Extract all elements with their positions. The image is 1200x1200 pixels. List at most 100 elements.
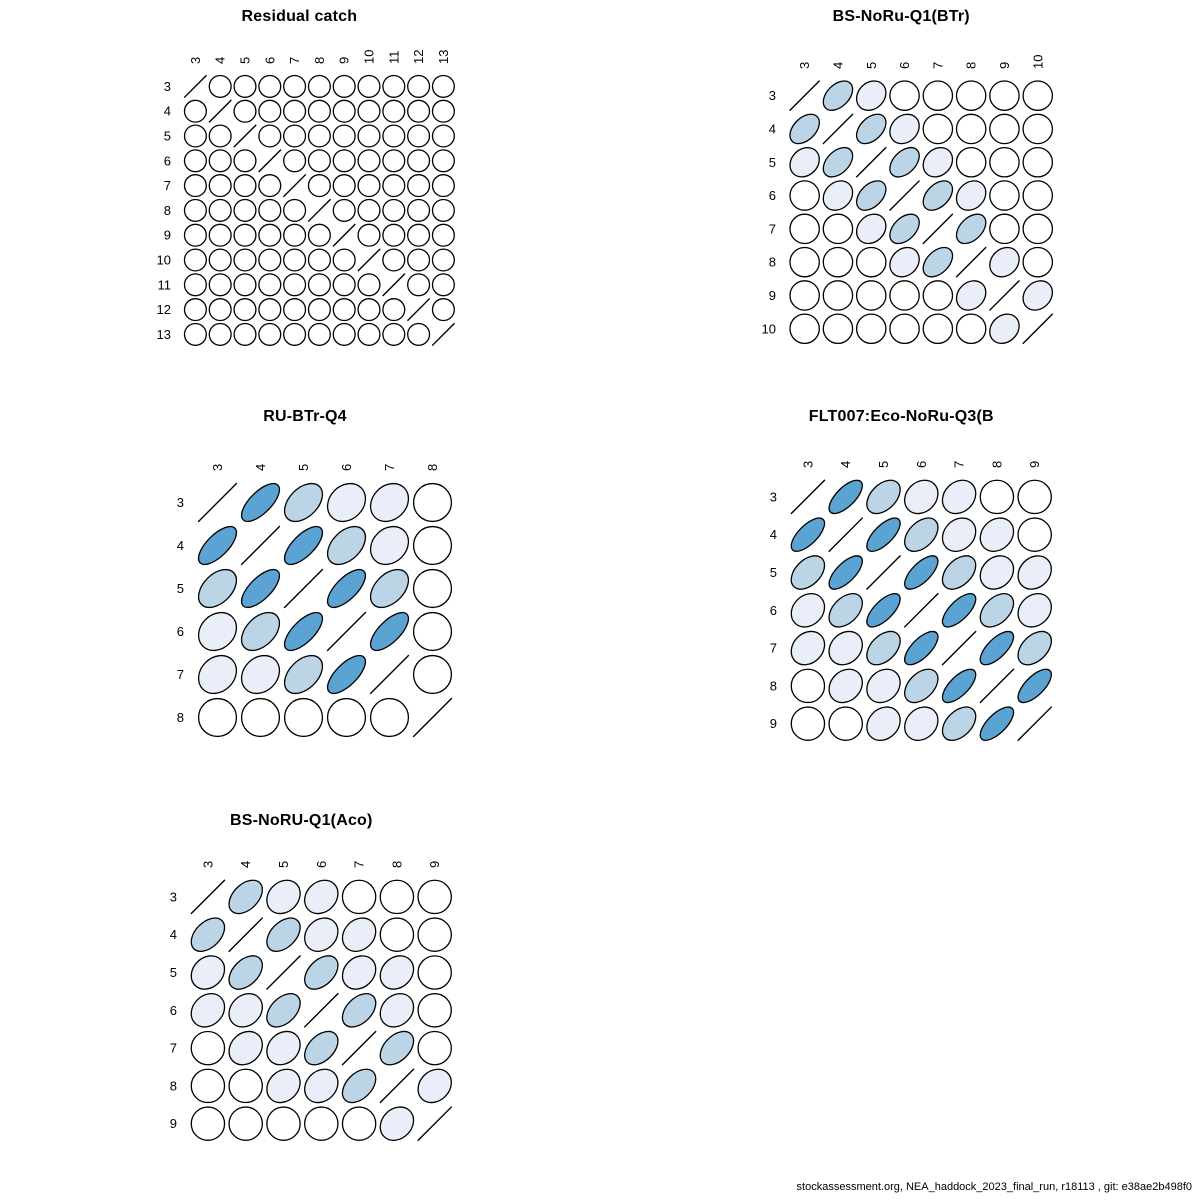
corr-ellipse	[357, 322, 381, 346]
diagonal-line	[233, 124, 257, 148]
corr-ellipse	[228, 1030, 263, 1066]
diagonal-line	[1017, 706, 1053, 742]
corr-ellipse	[258, 198, 282, 222]
row-age-label: 6	[770, 603, 777, 618]
corr-ellipse	[307, 273, 331, 297]
corr-ellipse	[357, 74, 381, 98]
col-age-label: 8	[425, 464, 440, 471]
corr-ellipse	[258, 298, 282, 322]
corr-ellipse	[266, 993, 301, 1028]
corr-ellipse	[855, 280, 887, 311]
diagonal-line	[197, 482, 238, 523]
corr-ellipse	[382, 174, 406, 198]
corr-ellipse	[369, 568, 410, 609]
corr-ellipse	[283, 697, 324, 738]
diagonal-line	[941, 630, 977, 666]
corr-ellipse	[412, 568, 453, 609]
corr-ellipse	[258, 248, 282, 272]
corr-ellipse	[341, 879, 377, 915]
corr-ellipse	[190, 1106, 226, 1141]
row-age-label: 5	[177, 581, 184, 596]
row-age-label: 7	[177, 667, 184, 682]
corr-ellipse	[979, 630, 1015, 666]
corr-ellipse	[379, 955, 415, 990]
corr-ellipse	[989, 146, 1020, 178]
diagonal-line	[332, 223, 356, 247]
corr-ellipse	[431, 273, 455, 297]
corr-ellipse	[332, 322, 356, 346]
corr-ellipse	[407, 322, 431, 346]
corr-ellipse	[266, 1106, 301, 1141]
corr-ellipse	[283, 223, 307, 247]
corr-ellipse	[855, 313, 887, 345]
panel-title-ru-btr-q4: RU-BTr-Q4	[263, 408, 347, 425]
corr-ellipse	[379, 993, 415, 1028]
col-age-label: 5	[276, 861, 291, 868]
corr-ellipse	[382, 124, 406, 148]
corr-ellipse	[989, 113, 1020, 145]
corr-ellipse	[283, 273, 307, 297]
corr-ellipse	[855, 113, 887, 145]
corr-ellipse	[307, 124, 331, 148]
diagonal-line	[341, 1030, 377, 1066]
diagonal-line	[240, 525, 281, 566]
corr-ellipse	[208, 298, 232, 322]
corr-ellipse	[989, 180, 1020, 211]
corr-ellipse	[307, 298, 331, 322]
diagonal-line	[307, 198, 332, 223]
corr-ellipse	[307, 174, 331, 198]
diagonal-line	[208, 99, 232, 123]
col-age-label: 8	[389, 861, 404, 868]
diagonal-line	[258, 149, 282, 173]
corr-ellipse	[208, 198, 232, 222]
corr-ellipse	[283, 322, 307, 346]
corr-ellipse	[357, 124, 381, 148]
corr-ellipse	[283, 525, 324, 566]
corr-ellipse	[190, 917, 226, 952]
row-age-label: 3	[170, 889, 177, 904]
corr-ellipse	[922, 180, 954, 211]
col-age-label: 10	[362, 50, 377, 64]
row-age-label: 8	[164, 203, 171, 218]
corr-ellipse	[326, 482, 367, 523]
corr-ellipse	[790, 517, 826, 552]
panel-title-bs-noru-q1-btr: BS-NoRu-Q1(BTr)	[832, 8, 970, 25]
corr-ellipse	[258, 74, 282, 98]
row-age-label: 4	[170, 927, 177, 942]
col-age-label: 3	[210, 464, 225, 471]
corr-ellipse	[904, 555, 939, 590]
corr-ellipse	[790, 593, 826, 628]
corr-ellipse	[208, 74, 232, 98]
col-age-label: 4	[238, 861, 253, 868]
row-age-label: 8	[769, 255, 776, 270]
row-age-label: 7	[170, 1041, 177, 1056]
corr-ellipse	[822, 213, 854, 245]
corr-ellipse	[228, 1068, 263, 1104]
corr-ellipse	[326, 697, 367, 738]
diagonal-line	[183, 74, 208, 99]
corr-ellipse	[307, 223, 331, 247]
panel-title-residual-catch: Residual catch	[241, 8, 358, 25]
corr-ellipse	[941, 706, 977, 741]
corr-ellipse	[197, 525, 238, 566]
row-age-label: 7	[770, 641, 777, 656]
col-age-label: 6	[339, 464, 354, 471]
col-age-label: 5	[876, 461, 891, 468]
corr-ellipse	[183, 174, 207, 198]
corr-ellipse	[922, 246, 954, 278]
corr-ellipse	[233, 322, 257, 346]
corr-ellipse	[382, 149, 406, 173]
row-age-label: 3	[770, 489, 777, 504]
corr-ellipse	[197, 697, 238, 738]
corr-ellipse	[228, 879, 263, 915]
col-age-label: 4	[830, 62, 845, 69]
corr-ellipse	[183, 99, 207, 123]
corr-ellipse	[431, 248, 455, 272]
col-age-label: 4	[838, 461, 853, 468]
corr-ellipse	[307, 74, 331, 98]
row-age-label: 5	[770, 565, 777, 580]
col-age-label: 9	[997, 62, 1012, 69]
corr-ellipse	[955, 280, 987, 311]
col-age-label: 4	[253, 464, 268, 471]
corr-ellipse	[431, 198, 455, 222]
